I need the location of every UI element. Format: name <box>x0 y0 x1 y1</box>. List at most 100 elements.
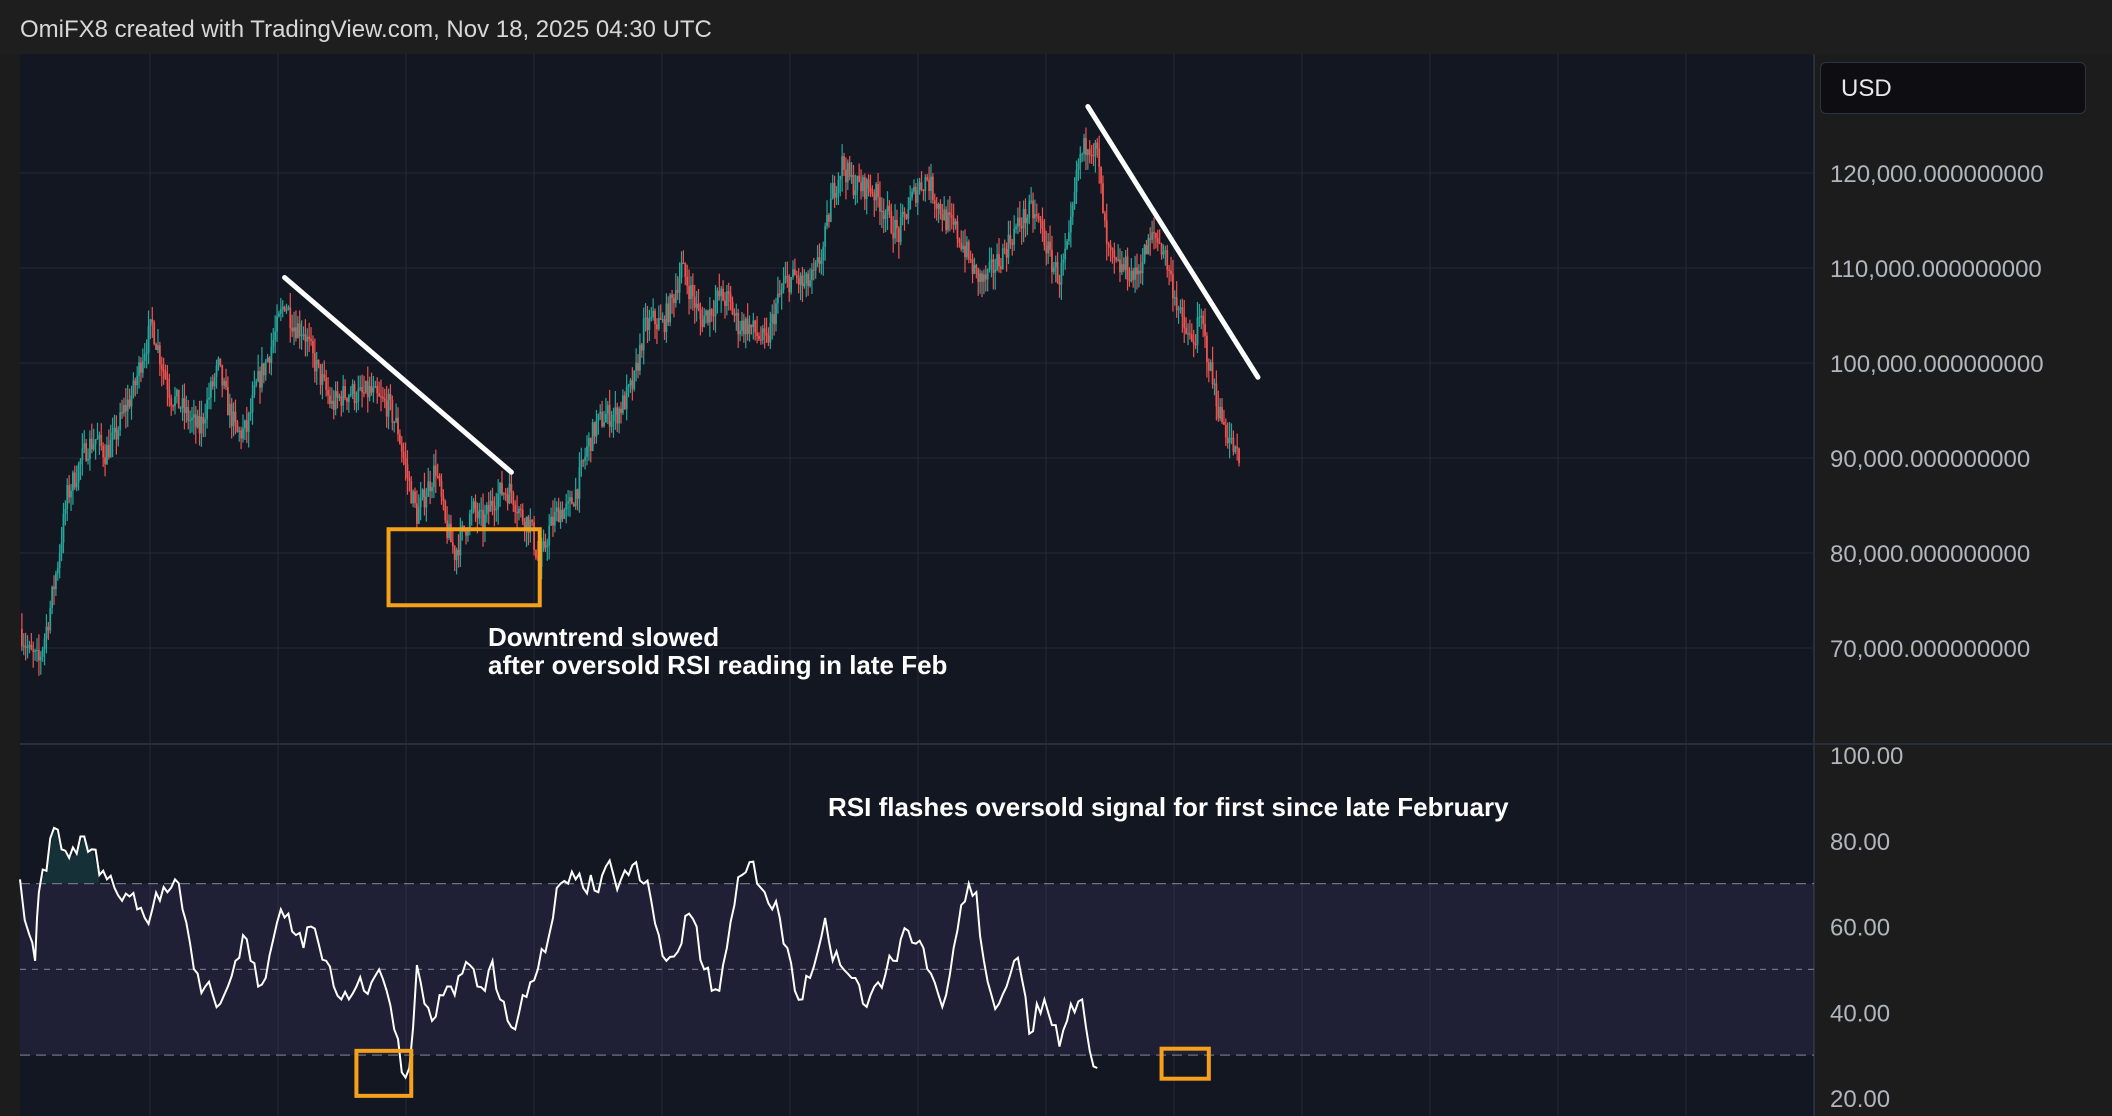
candle-body <box>535 549 537 558</box>
candle-body <box>136 375 139 386</box>
candle-body <box>497 493 500 510</box>
candle-body <box>639 344 641 371</box>
currency-selector[interactable]: USD <box>1820 62 2086 114</box>
candle-body <box>954 221 957 225</box>
candle-body <box>746 318 749 334</box>
candle-body <box>1003 248 1006 250</box>
candle-body <box>385 400 388 417</box>
candle-body <box>801 275 804 287</box>
candle-body <box>1202 315 1205 325</box>
candle-body <box>814 262 817 271</box>
candle-body <box>417 507 420 524</box>
candle-body <box>935 204 938 209</box>
candle-body <box>1183 316 1186 328</box>
candle-body <box>55 573 57 590</box>
candle-body <box>457 549 460 556</box>
candle-body <box>151 319 154 323</box>
candle-body <box>1134 267 1136 280</box>
candle-body <box>323 374 326 378</box>
candle-body <box>572 503 575 507</box>
candle-body <box>871 192 874 194</box>
candle-body <box>956 221 959 239</box>
candle-body <box>73 472 76 488</box>
candle-body <box>620 408 622 414</box>
price-tick-label: 80,000.000000000 <box>1830 541 2030 568</box>
candle-body <box>896 219 898 229</box>
candle-body <box>693 296 696 308</box>
candle-body <box>1228 438 1231 444</box>
candle-body <box>304 334 307 342</box>
candle-body <box>1022 208 1025 229</box>
candle-body <box>227 387 229 416</box>
candle-body <box>553 512 556 526</box>
candle-body <box>752 320 755 328</box>
candle-body <box>975 265 978 269</box>
candle-body <box>818 257 821 264</box>
candle-body <box>1111 247 1114 251</box>
price-annotation-line1: Downtrend slowed <box>488 622 719 652</box>
price-pane: 120,000.000000000 110,000.000000000 100,00… <box>20 54 2044 1116</box>
candle-body <box>450 523 452 543</box>
candle-body <box>1124 256 1127 270</box>
candle-body <box>703 315 706 327</box>
candle-body <box>338 396 341 398</box>
candle-body <box>822 246 825 261</box>
candle-body <box>1018 217 1021 226</box>
candle-body <box>561 509 564 519</box>
candle-body <box>1177 309 1180 311</box>
candle-body <box>567 501 569 504</box>
candle-body <box>676 290 679 293</box>
candle-body <box>1035 213 1038 216</box>
candle-body <box>1160 244 1163 255</box>
candle-body <box>404 457 407 465</box>
candle-body <box>1215 383 1218 407</box>
candle-body <box>421 489 424 498</box>
candle-body <box>1056 262 1059 283</box>
candle-body <box>775 303 777 325</box>
candle-body <box>873 193 876 201</box>
candle-body <box>599 411 602 415</box>
candle-body <box>865 179 868 200</box>
candle-body <box>1156 238 1159 243</box>
candle-body <box>521 510 524 522</box>
candle-body <box>983 274 985 282</box>
candle-body <box>119 412 122 431</box>
candle-body <box>117 430 120 440</box>
candle-body <box>914 187 917 203</box>
candle-body <box>45 626 48 639</box>
candle-body <box>79 460 82 465</box>
candle-body <box>308 336 311 339</box>
candle-body <box>81 448 84 461</box>
candle-body <box>722 288 724 301</box>
candle-body <box>816 257 819 263</box>
candle-body <box>467 531 469 536</box>
candle-body <box>126 399 129 412</box>
chart-credit: OmiFX8 created with TradingView.com, Nov… <box>20 16 712 43</box>
candle-body <box>580 460 583 468</box>
candle-body <box>586 446 588 457</box>
candle-body <box>183 398 186 414</box>
candle-body <box>533 522 535 550</box>
candle-body <box>778 293 781 295</box>
candle-body <box>39 656 42 661</box>
candle-body <box>223 380 226 386</box>
candle-body <box>262 363 265 376</box>
candle-body <box>1219 406 1222 419</box>
candle-body <box>971 259 974 274</box>
candle-body <box>419 497 422 508</box>
candle-body <box>164 371 167 379</box>
candle-body <box>718 290 721 297</box>
candle-body <box>899 217 902 243</box>
candle-body <box>909 197 912 209</box>
candle-body <box>1062 259 1065 264</box>
price-tick-label: 100,000.000000000 <box>1830 351 2044 378</box>
candle-body <box>64 508 67 514</box>
candle-body <box>943 209 946 221</box>
candle-body <box>788 276 791 293</box>
candle-body <box>1196 317 1199 345</box>
candle-body <box>1137 270 1140 275</box>
candle-body <box>659 318 662 320</box>
candle-body <box>278 313 280 317</box>
candle-body <box>952 217 955 225</box>
